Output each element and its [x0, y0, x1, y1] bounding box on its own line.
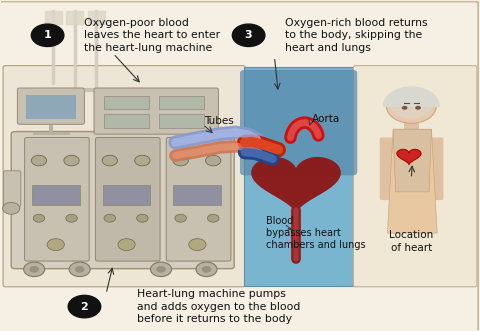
Text: Location
of heart: Location of heart: [389, 230, 433, 253]
FancyBboxPatch shape: [380, 137, 394, 200]
Polygon shape: [387, 129, 437, 233]
Text: Oxygen-rich blood returns
to the body, skipping the
heart and lungs: Oxygen-rich blood returns to the body, s…: [286, 18, 428, 53]
Polygon shape: [397, 150, 421, 165]
Circle shape: [386, 89, 436, 123]
Circle shape: [173, 155, 188, 166]
Text: Blood
bypasses heart
chambers and lungs: Blood bypasses heart chambers and lungs: [266, 216, 366, 251]
FancyBboxPatch shape: [104, 115, 149, 127]
Circle shape: [388, 87, 434, 119]
Circle shape: [415, 106, 421, 110]
Text: 2: 2: [81, 302, 88, 311]
Text: Heart-lung machine pumps
and adds oxygen to the blood
before it returns to the b: Heart-lung machine pumps and adds oxygen…: [137, 289, 300, 324]
Text: Tubes: Tubes: [204, 116, 234, 126]
FancyBboxPatch shape: [429, 137, 444, 200]
FancyBboxPatch shape: [353, 66, 477, 287]
Circle shape: [135, 155, 150, 166]
Circle shape: [47, 239, 64, 251]
Circle shape: [66, 214, 77, 222]
Circle shape: [156, 266, 166, 273]
FancyBboxPatch shape: [158, 96, 204, 110]
FancyBboxPatch shape: [32, 185, 80, 205]
Circle shape: [175, 214, 186, 222]
Polygon shape: [393, 129, 432, 192]
Circle shape: [102, 155, 118, 166]
Circle shape: [402, 106, 408, 110]
FancyBboxPatch shape: [240, 70, 357, 175]
FancyBboxPatch shape: [244, 67, 355, 286]
FancyBboxPatch shape: [25, 95, 76, 119]
FancyBboxPatch shape: [158, 115, 204, 127]
FancyBboxPatch shape: [11, 131, 234, 269]
Polygon shape: [252, 158, 340, 213]
Circle shape: [202, 266, 211, 273]
FancyBboxPatch shape: [3, 66, 245, 287]
Circle shape: [151, 262, 171, 277]
Circle shape: [205, 155, 221, 166]
Text: Oxygen-poor blood
leaves the heart to enter
the heart-lung machine: Oxygen-poor blood leaves the heart to en…: [84, 18, 221, 53]
FancyBboxPatch shape: [404, 119, 419, 131]
Circle shape: [31, 24, 64, 47]
Polygon shape: [252, 158, 340, 213]
FancyBboxPatch shape: [96, 137, 160, 261]
FancyBboxPatch shape: [3, 171, 21, 206]
Circle shape: [69, 262, 90, 277]
FancyBboxPatch shape: [24, 137, 89, 261]
Circle shape: [29, 266, 39, 273]
Circle shape: [33, 214, 45, 222]
Circle shape: [24, 262, 45, 277]
Circle shape: [189, 239, 206, 251]
Circle shape: [118, 239, 135, 251]
Circle shape: [75, 266, 84, 273]
Circle shape: [2, 203, 20, 214]
Text: 3: 3: [245, 30, 252, 40]
Circle shape: [137, 214, 148, 222]
Polygon shape: [384, 87, 439, 106]
Circle shape: [232, 24, 265, 47]
Text: Aorta: Aorta: [312, 114, 340, 124]
FancyBboxPatch shape: [166, 137, 231, 261]
FancyBboxPatch shape: [173, 185, 221, 205]
Circle shape: [64, 155, 79, 166]
Text: 1: 1: [44, 30, 51, 40]
Circle shape: [68, 295, 101, 318]
Circle shape: [104, 214, 116, 222]
FancyBboxPatch shape: [17, 88, 84, 124]
Circle shape: [207, 214, 219, 222]
Circle shape: [31, 155, 47, 166]
FancyBboxPatch shape: [94, 88, 218, 134]
FancyBboxPatch shape: [103, 185, 151, 205]
FancyBboxPatch shape: [104, 96, 149, 110]
Circle shape: [196, 262, 217, 277]
